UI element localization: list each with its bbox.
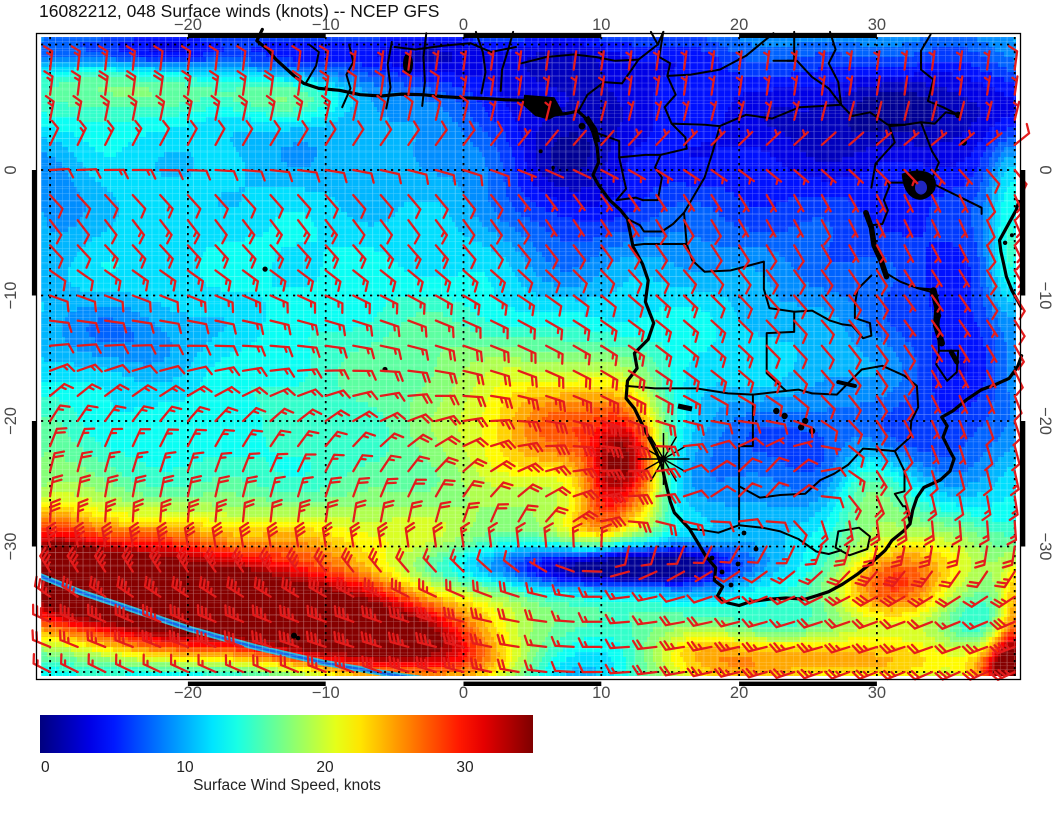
svg-text:0: 0 [459,684,468,702]
svg-text:0: 0 [2,165,20,174]
svg-text:0: 0 [459,16,468,34]
svg-text:20: 20 [730,684,748,702]
svg-text:−30: −30 [2,533,20,561]
svg-text:30: 30 [868,684,886,702]
svg-text:20: 20 [730,16,748,34]
svg-text:−20: −20 [2,407,20,435]
svg-text:16082212, 048 Surface winds (k: 16082212, 048 Surface winds (knots) -- N… [39,1,439,21]
svg-text:0: 0 [41,759,50,776]
svg-text:−20: −20 [174,684,202,702]
svg-text:−20: −20 [174,16,202,34]
svg-text:Surface Wind Speed, knots: Surface Wind Speed, knots [193,777,381,794]
svg-text:30: 30 [868,16,886,34]
svg-text:−10: −10 [312,16,340,34]
svg-text:30: 30 [456,759,474,776]
svg-text:−10: −10 [2,282,20,310]
svg-text:0: 0 [1036,165,1054,174]
svg-text:10: 10 [592,16,610,34]
svg-text:−30: −30 [1036,533,1054,561]
svg-text:10: 10 [176,759,194,776]
svg-text:−10: −10 [1036,282,1054,310]
svg-text:−10: −10 [312,684,340,702]
svg-text:20: 20 [316,759,334,776]
svg-text:10: 10 [592,684,610,702]
svg-text:−20: −20 [1036,407,1054,435]
